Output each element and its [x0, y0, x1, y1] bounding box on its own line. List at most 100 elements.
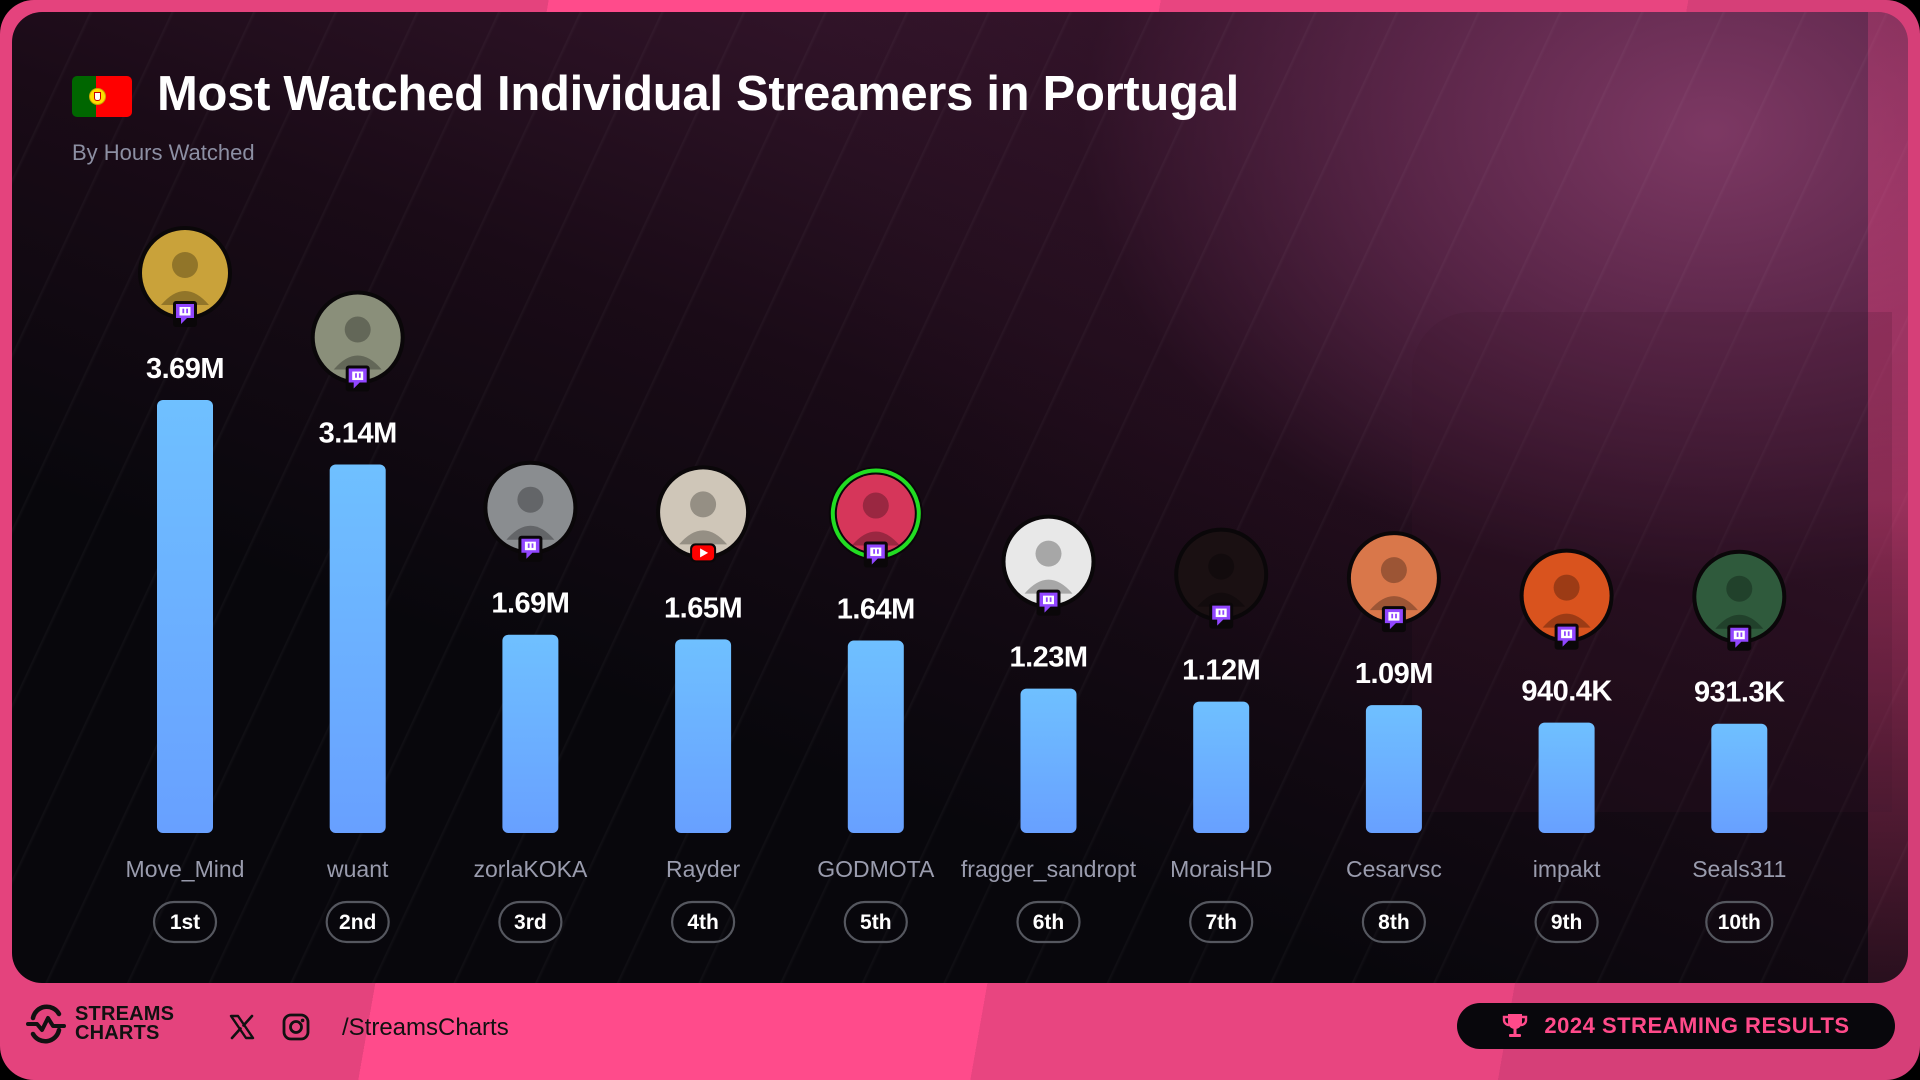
avatar-image — [1350, 535, 1437, 622]
rank-label: 1st — [170, 911, 200, 934]
rank-label: 5th — [860, 911, 892, 934]
rank-pill-outline — [1534, 900, 1599, 944]
twitch-icon — [518, 535, 543, 562]
rank-label: 2nd — [339, 911, 376, 934]
social-handle[interactable]: /StreamsCharts — [342, 1014, 509, 1041]
rank-label: 7th — [1205, 911, 1237, 934]
rank-label: 3rd — [514, 911, 547, 934]
avatar-image — [1005, 518, 1092, 605]
avatar-head — [517, 486, 544, 513]
bar-group: 3.69M Move_Mind 1st — [126, 226, 245, 944]
streamer-avatar[interactable] — [1174, 527, 1269, 622]
rank-pill-outline — [1361, 900, 1427, 944]
avatar-head — [172, 252, 198, 278]
value-label: 3.14M — [319, 418, 397, 450]
bar-group: 931.3K Seals311 10th — [1692, 549, 1787, 944]
streams-charts-logo-icon — [26, 1004, 66, 1044]
bar — [1020, 688, 1077, 833]
avatar-head — [1553, 574, 1580, 601]
twitch-icon — [173, 301, 197, 327]
avatar-body — [1197, 592, 1246, 607]
streamer-avatar[interactable] — [1001, 514, 1096, 609]
streamer-avatar[interactable] — [1692, 549, 1787, 644]
avatar-image — [1696, 553, 1783, 640]
streamer-name-label: Move_Mind — [126, 856, 245, 882]
rank-label: 8th — [1378, 911, 1410, 934]
streamer-name-label: MoraisHD — [1170, 856, 1272, 882]
streamer-avatar[interactable] — [483, 460, 578, 555]
youtube-icon — [690, 543, 717, 563]
streamer-avatar[interactable] — [656, 465, 751, 560]
avatar-image — [1178, 531, 1265, 618]
twitch-icon — [345, 365, 370, 392]
streamer-name-label: Seals311 — [1692, 856, 1786, 882]
portugal-flag-icon — [72, 76, 132, 117]
streamer-avatar[interactable] — [1519, 548, 1614, 643]
avatar-head — [1208, 553, 1235, 580]
bar-group: 1.64M GODMOTA 5th — [817, 466, 935, 944]
rank-badge: 8th — [1361, 900, 1427, 944]
value-label: 931.3K — [1694, 677, 1785, 709]
twitch-icon — [1381, 606, 1406, 633]
trophy-icon — [1503, 1014, 1528, 1037]
avatar-body — [1715, 614, 1764, 629]
rank-label: 9th — [1551, 911, 1583, 934]
bar — [502, 634, 559, 833]
instagram-icon[interactable] — [282, 1013, 310, 1041]
twitch-icon — [1036, 589, 1061, 616]
rank-badge: 6th — [1016, 900, 1081, 944]
twitch-icon — [1554, 623, 1579, 650]
avatar-body — [851, 531, 900, 546]
bar — [1365, 705, 1422, 833]
avatar-body — [1024, 579, 1073, 594]
avatar-body — [333, 355, 382, 370]
bar — [675, 639, 732, 833]
avatar-image — [487, 464, 574, 551]
rank-pill-outline — [1705, 900, 1774, 944]
rank-pill-outline — [152, 900, 218, 944]
streamer-avatar[interactable] — [828, 466, 923, 561]
streamer-avatar[interactable] — [138, 226, 232, 320]
rank-pill-outline — [843, 900, 908, 944]
page-title: Most Watched Individual Streamers in Por… — [157, 67, 1239, 121]
value-label: 1.69M — [491, 588, 569, 620]
background-city-photo — [1412, 312, 1892, 812]
streamer-avatar[interactable] — [310, 290, 405, 385]
x-logo-icon[interactable] — [229, 1014, 255, 1040]
rank-pill-outline — [1189, 900, 1254, 944]
streams-charts-logo-text: STREAMS CHARTS — [75, 1004, 174, 1043]
streamer-avatar[interactable] — [1346, 531, 1441, 626]
bar-group: 1.09M Cesarvsc 8th — [1346, 531, 1442, 944]
streaming-results-label: 2024 STREAMING RESULTS — [1544, 1013, 1850, 1038]
avatar-head — [862, 492, 889, 519]
bar — [329, 464, 386, 833]
page-subtitle: By Hours Watched — [72, 140, 255, 165]
value-label: 3.69M — [146, 353, 224, 385]
twitch-icon — [1209, 602, 1234, 629]
rank-pill-outline — [498, 900, 563, 944]
value-label: 1.09M — [1355, 658, 1433, 690]
rank-badge: 7th — [1189, 900, 1254, 944]
rank-badge: 3rd — [498, 900, 563, 944]
rank-pill-outline — [325, 900, 390, 944]
avatar-head — [1035, 540, 1062, 567]
avatar-image — [660, 469, 747, 556]
bar — [1711, 723, 1768, 833]
streamer-name-label: Rayder — [666, 856, 740, 882]
bar — [157, 400, 213, 833]
rank-label: 6th — [1033, 911, 1065, 934]
bar-group: 3.14M wuant 2nd — [310, 290, 405, 944]
twitch-icon — [1727, 624, 1752, 651]
value-label: 940.4K — [1521, 676, 1612, 708]
streamer-name-label: fragger_sandropt — [961, 856, 1137, 882]
avatar-head — [344, 316, 371, 343]
rank-badge: 2nd — [325, 900, 390, 944]
value-label: 1.23M — [1009, 642, 1087, 674]
streamer-name-label: GODMOTA — [817, 856, 935, 882]
value-label: 1.65M — [664, 592, 742, 624]
value-label: 1.12M — [1182, 655, 1260, 687]
avatar-head — [1726, 575, 1753, 602]
panel-edge-glow — [1868, 12, 1908, 983]
bar — [847, 640, 904, 833]
